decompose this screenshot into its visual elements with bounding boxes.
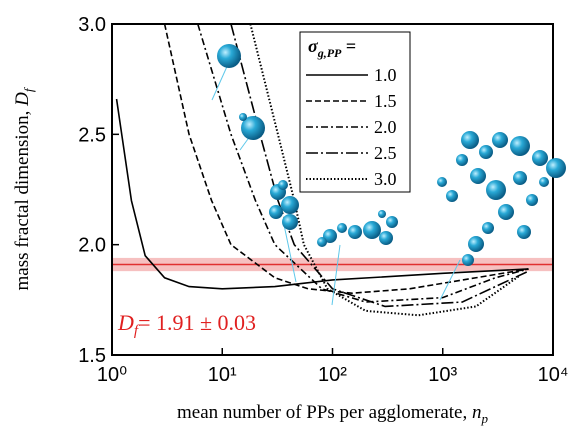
series-line [249,24,521,317]
legend-label: 1.5 [374,91,397,111]
annotation-part: f [134,323,140,339]
legend-label: 2.5 [374,143,397,163]
legend-title-part: = [341,36,356,56]
series-line [230,24,529,308]
series-line [115,98,529,290]
y-tick-label: 3.0 [78,14,106,36]
x-axis-label-part: mean number of PPs per agglomerate, [177,402,472,423]
annotation-part: = 1.91 ± 0.03 [138,310,256,335]
y-axis-label-part: mass fractal dimension, [12,106,33,291]
y-tick-label: 2.5 [78,124,106,146]
legend-title: σg,PP = [308,36,356,60]
x-axis-label-part: p [480,411,488,426]
y-tick-label: 2.0 [78,235,106,257]
series-line [197,24,529,303]
legend-label: 2.0 [374,117,397,137]
legend-box [299,31,411,193]
y-tick-label: 1.5 [78,345,106,367]
x-axis-label-part: n [472,402,482,423]
x-tick-label: 10⁰ [97,364,127,386]
annotation-part: D [117,310,134,335]
legend-title-part: g,PP [317,46,342,60]
annotation: Df= 1.91 ± 0.03 [117,310,256,339]
agglomerate-images [211,44,566,306]
x-tick-label: 10³ [428,364,457,386]
x-tick-label: 10⁴ [538,364,569,386]
x-tick-label: 10¹ [208,364,237,386]
y-axis-label-part: D [12,92,33,107]
legend-label: 3.0 [374,169,397,189]
legend-label: 1.0 [374,65,397,85]
y-axis-label-part: f [21,86,36,92]
legend-title-part: σ [308,36,319,56]
x-tick-label: 10² [318,364,347,386]
series-line [163,24,529,295]
y-axis-label: mass fractal dimension, Df [12,86,36,290]
x-axis-label: mean number of PPs per agglomerate, np [177,402,488,426]
